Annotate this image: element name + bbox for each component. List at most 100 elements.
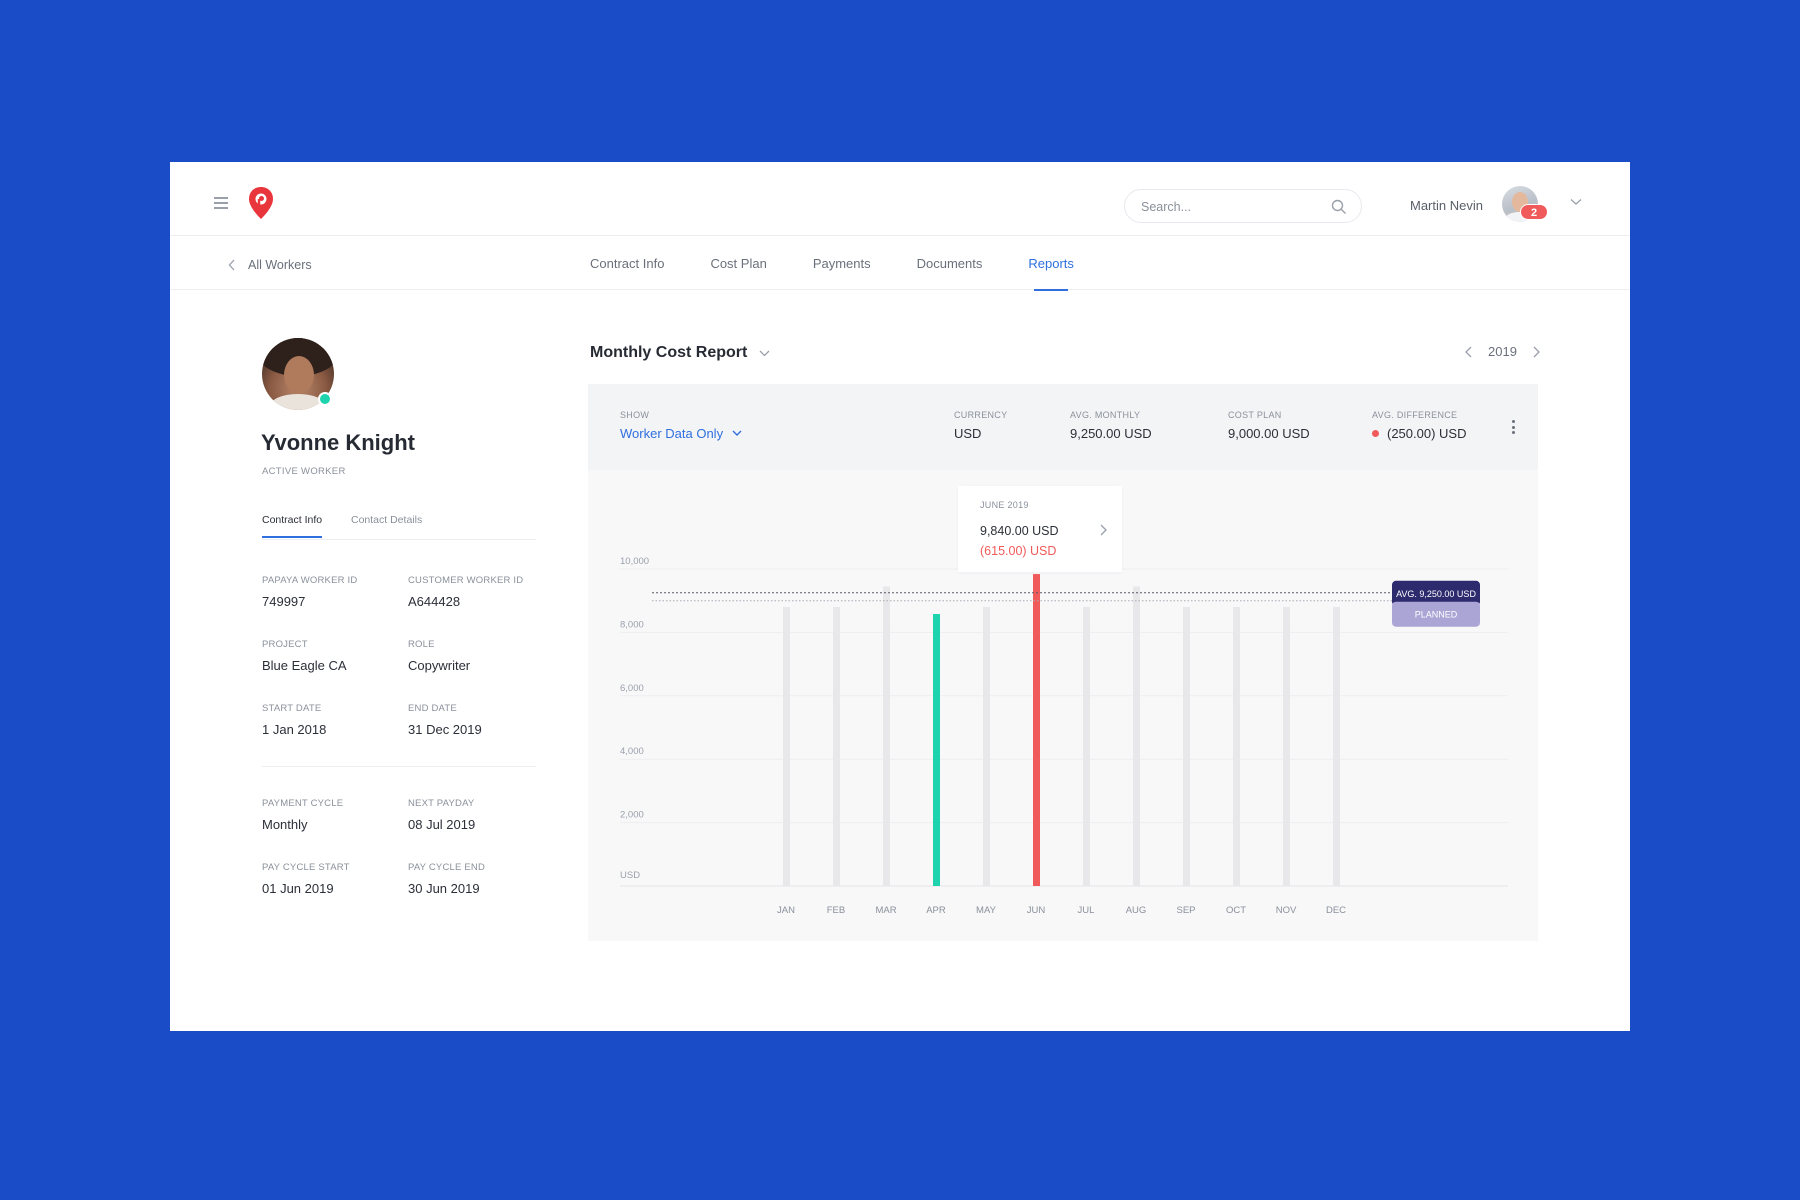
field-value: 1 Jan 2018 bbox=[262, 722, 327, 737]
field-role: ROLE Copywriter bbox=[408, 639, 548, 673]
report-title: Monthly Cost Report bbox=[590, 344, 748, 361]
filter-value: (250.00) USD bbox=[1387, 426, 1467, 441]
section-divider bbox=[262, 766, 536, 767]
field-value: 31 Dec 2019 bbox=[408, 722, 482, 737]
report-selector[interactable]: Monthly Cost Report bbox=[590, 344, 770, 362]
bar-jun bbox=[1033, 574, 1040, 886]
search-icon[interactable] bbox=[1331, 199, 1347, 215]
bar-may bbox=[983, 607, 990, 886]
avg-tag bbox=[1392, 580, 1480, 606]
x-tick-label: SEP bbox=[1176, 905, 1195, 916]
y-tick-label: 6,000 bbox=[620, 683, 644, 694]
bar-jul bbox=[1083, 607, 1090, 886]
search-input[interactable] bbox=[1141, 198, 1321, 216]
field-pay-cycle-end: PAY CYCLE END 30 Jun 2019 bbox=[408, 862, 548, 896]
tab-documents[interactable]: Documents bbox=[916, 256, 983, 271]
planned-tag-label: PLANNED bbox=[1415, 610, 1458, 620]
chevron-right-icon[interactable] bbox=[1098, 524, 1108, 536]
bar-sep bbox=[1183, 607, 1190, 886]
x-tick-label: JAN bbox=[777, 905, 795, 916]
worker-name: Yvonne Knight bbox=[261, 430, 415, 455]
tooltip-value: 9,840.00 USD bbox=[980, 524, 1059, 538]
y-tick-label: 8,000 bbox=[620, 619, 644, 630]
bar-mar bbox=[883, 586, 890, 886]
field-label: PAYMENT CYCLE bbox=[262, 798, 344, 809]
field-payment-cycle: PAYMENT CYCLE Monthly bbox=[262, 798, 402, 832]
filter-label: COST PLAN bbox=[1228, 410, 1282, 420]
x-tick-label: APR bbox=[926, 905, 946, 916]
user-name[interactable]: Martin Nevin bbox=[1410, 198, 1483, 213]
tab-reports[interactable]: Reports bbox=[1028, 236, 1074, 291]
x-tick-label: FEB bbox=[827, 905, 845, 916]
avg-tag-label: AVG. 9,250.00 USD bbox=[1396, 589, 1476, 599]
y-tick-label: 4,000 bbox=[620, 746, 644, 757]
chevron-down-icon bbox=[732, 430, 742, 436]
profile-tab-contract-info[interactable]: Contract Info bbox=[262, 514, 323, 538]
report-filter-bar: SHOW Worker Data Only CURRENCY USD AVG. … bbox=[588, 384, 1538, 470]
field-label: PAPAYA WORKER ID bbox=[262, 575, 358, 586]
chevron-left-icon[interactable] bbox=[1462, 345, 1476, 359]
filter-cost-plan: COST PLAN 9,000.00 USD bbox=[1228, 410, 1310, 441]
back-label: All Workers bbox=[248, 258, 312, 272]
show-dropdown[interactable]: Worker Data Only bbox=[620, 426, 742, 441]
online-status-dot bbox=[318, 392, 332, 406]
app-window: Martin Nevin 2 All Workers Contract Info… bbox=[170, 162, 1630, 1031]
field-value: 749997 bbox=[262, 594, 306, 609]
field-label: PAY CYCLE END bbox=[408, 862, 486, 873]
main-tabs: Contract Info Cost Plan Payments Documen… bbox=[590, 236, 1120, 291]
tooltip-date: JUNE 2019 bbox=[980, 500, 1029, 510]
bar-jan bbox=[783, 607, 790, 886]
chevron-right-icon[interactable] bbox=[1529, 345, 1543, 359]
filter-label: AVG. MONTHLY bbox=[1070, 410, 1141, 420]
x-tick-label: OCT bbox=[1226, 905, 1246, 916]
year-navigation: 2019 bbox=[1462, 344, 1543, 359]
field-value: 08 Jul 2019 bbox=[408, 817, 476, 832]
tab-contract-info[interactable]: Contract Info bbox=[590, 256, 665, 271]
field-value: Blue Eagle CA bbox=[262, 658, 347, 673]
worker-avatar bbox=[262, 338, 334, 410]
tab-cost-plan[interactable]: Cost Plan bbox=[710, 256, 767, 271]
notification-badge[interactable]: 2 bbox=[1520, 204, 1548, 220]
filter-value-row: (250.00) USD bbox=[1372, 426, 1466, 441]
filter-show: SHOW Worker Data Only bbox=[620, 410, 742, 441]
field-next-payday: NEXT PAYDAY 08 Jul 2019 bbox=[408, 798, 548, 832]
field-label: ROLE bbox=[408, 639, 435, 650]
field-pay-cycle-start: PAY CYCLE START 01 Jun 2019 bbox=[262, 862, 402, 896]
field-label: NEXT PAYDAY bbox=[408, 798, 475, 809]
profile-tab-contact-details[interactable]: Contact Details bbox=[351, 514, 423, 526]
top-bar: Martin Nevin 2 bbox=[170, 162, 1630, 236]
tab-payments[interactable]: Payments bbox=[812, 256, 871, 271]
filter-label: CURRENCY bbox=[954, 410, 1008, 420]
y-tick-label: 2,000 bbox=[620, 810, 644, 821]
field-label: END DATE bbox=[408, 703, 457, 714]
app-logo-icon[interactable] bbox=[248, 186, 274, 220]
bar-nov bbox=[1283, 607, 1290, 886]
show-dropdown-value: Worker Data Only bbox=[620, 426, 724, 441]
bar-apr bbox=[933, 614, 940, 886]
filter-value: 9,250.00 USD bbox=[1070, 426, 1152, 441]
back-to-all-workers-link[interactable]: All Workers bbox=[228, 258, 312, 272]
field-value: Monthly bbox=[262, 817, 308, 832]
chevron-down-icon bbox=[759, 350, 770, 356]
more-options-icon[interactable] bbox=[1510, 420, 1516, 436]
field-label: START DATE bbox=[262, 703, 322, 714]
y-unit-label: USD bbox=[620, 870, 640, 881]
field-value: Copywriter bbox=[408, 658, 471, 673]
planned-tag bbox=[1392, 601, 1480, 627]
field-project: PROJECT Blue Eagle CA bbox=[262, 639, 402, 673]
report-panel: SHOW Worker Data Only CURRENCY USD AVG. … bbox=[588, 384, 1538, 941]
search-box bbox=[1124, 189, 1362, 223]
bar-feb bbox=[833, 607, 840, 886]
bar-oct bbox=[1233, 607, 1240, 886]
x-tick-label: DEC bbox=[1326, 905, 1346, 916]
hamburger-menu-icon[interactable] bbox=[214, 197, 228, 209]
field-start-date: START DATE 1 Jan 2018 bbox=[262, 703, 402, 737]
field-end-date: END DATE 31 Dec 2019 bbox=[408, 703, 548, 737]
tooltip-difference: (615.00) USD bbox=[980, 544, 1057, 558]
x-tick-label: MAY bbox=[976, 905, 997, 916]
filter-avg-difference: AVG. DIFFERENCE (250.00) USD bbox=[1372, 410, 1466, 441]
chevron-down-icon[interactable] bbox=[1570, 198, 1582, 206]
monthly-cost-chart: 10,000 8,000 6,000 4,000 2,000 USD JAN FEB MAR AP… bbox=[620, 556, 1508, 916]
filter-value: USD bbox=[954, 426, 982, 441]
x-tick-label: JUL bbox=[1078, 905, 1095, 916]
